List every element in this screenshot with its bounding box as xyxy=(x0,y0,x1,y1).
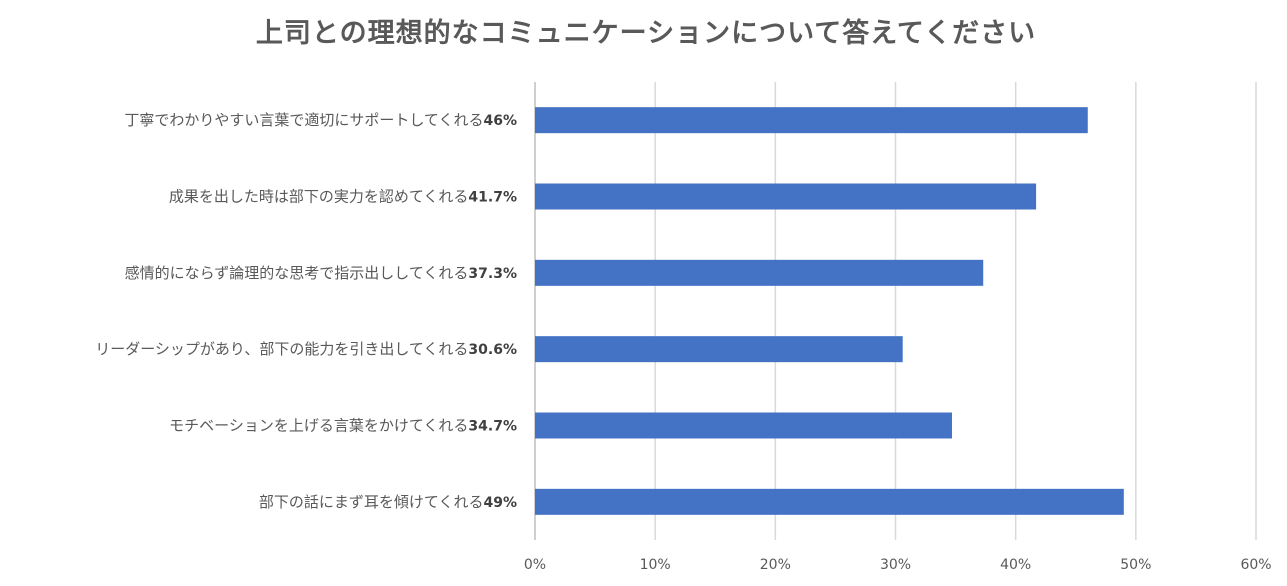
x-tick-label: 0% xyxy=(524,557,546,573)
x-tick-label: 50% xyxy=(1120,557,1151,573)
bar xyxy=(535,259,984,286)
data-label: 49% xyxy=(483,495,517,511)
data-label: 34.7% xyxy=(468,419,517,435)
category-labels: 46%丁寧でわかりやすい言葉で適切にサポートしてくれる 41.7%成果を出した時は… xyxy=(95,111,517,511)
category-label: モチベーションを上げる言葉をかけてくれる xyxy=(169,417,468,435)
category-label: 感情的にならず論理的な思考で指示出ししてくれる xyxy=(125,264,469,282)
x-axis-ticks: 0% 10% 20% 30% 40% 50% 60% xyxy=(524,557,1272,573)
category-label: 丁寧でわかりやすい言葉で適切にサポートしてくれる xyxy=(124,111,483,129)
x-tick-label: 20% xyxy=(760,557,791,573)
data-label: 30.6% xyxy=(468,342,517,358)
data-label: 41.7% xyxy=(468,190,517,206)
x-tick-label: 60% xyxy=(1240,557,1271,573)
bar xyxy=(535,336,903,363)
x-tick-label: 40% xyxy=(1000,557,1031,573)
category-label: 成果を出した時は部下の実力を認めてくれる xyxy=(169,188,469,206)
category-label: 部下の話にまず耳を傾けてくれる xyxy=(259,493,484,511)
bar xyxy=(535,107,1088,134)
chart-title: 上司との理想的なコミュニケーションについて答えてください xyxy=(256,17,1036,49)
x-tick-label: 10% xyxy=(640,557,671,573)
data-label: 37.3% xyxy=(468,266,517,282)
x-tick-label: 30% xyxy=(880,557,911,573)
bar xyxy=(535,412,952,439)
category-label: リーダーシップがあり、部下の能力を引き出してくれる xyxy=(95,340,468,358)
bar xyxy=(535,488,1124,515)
bars xyxy=(535,107,1124,515)
bar xyxy=(535,183,1037,210)
gridlines xyxy=(534,82,1257,540)
data-label: 46% xyxy=(483,113,517,129)
